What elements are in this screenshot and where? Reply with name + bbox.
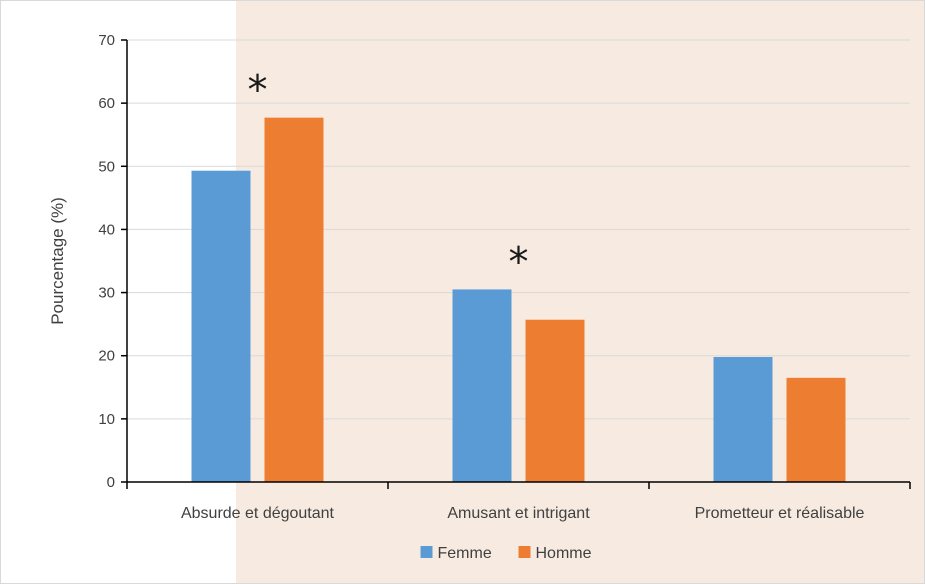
y-tick-label: 60 bbox=[98, 95, 115, 112]
y-tick-label: 20 bbox=[98, 348, 115, 365]
legend-label-femme: Femme bbox=[438, 545, 492, 562]
y-tick-label: 50 bbox=[98, 158, 115, 175]
background-panel bbox=[236, 0, 925, 584]
bar-homme-0 bbox=[264, 117, 324, 482]
y-tick-label: 40 bbox=[98, 221, 115, 238]
gridlines bbox=[127, 39, 910, 420]
y-tick-label: 0 bbox=[107, 474, 115, 491]
bar-femme-0 bbox=[191, 170, 251, 482]
bar-homme-2 bbox=[786, 377, 846, 482]
bar-femme-1 bbox=[452, 289, 512, 482]
legend-swatch-homme bbox=[518, 546, 531, 558]
legend: Femme Homme bbox=[420, 545, 592, 562]
bars bbox=[191, 117, 846, 482]
significance-asterisk: * bbox=[248, 68, 268, 114]
y-tick-label: 30 bbox=[98, 285, 115, 302]
y-tick-label: 10 bbox=[98, 411, 115, 428]
y-axis-title: Pourcentage (%) bbox=[48, 197, 67, 325]
legend-swatch-femme bbox=[420, 546, 433, 558]
x-category-label: Amusant et intrigant bbox=[447, 505, 590, 522]
axes bbox=[121, 39, 911, 489]
legend-label-homme: Homme bbox=[536, 545, 592, 562]
x-category-label: Absurde et dégoutant bbox=[181, 505, 335, 522]
significance-asterisk: * bbox=[509, 239, 529, 285]
bar-homme-1 bbox=[525, 319, 585, 482]
x-category-label: Prometteur et réalisable bbox=[695, 505, 865, 522]
y-tick-label: 70 bbox=[98, 32, 115, 49]
labels: 0 10 20 30 40 50 60 70 Absurde et dégoutant Amusa… bbox=[98, 32, 864, 522]
bar-femme-2 bbox=[713, 356, 773, 482]
